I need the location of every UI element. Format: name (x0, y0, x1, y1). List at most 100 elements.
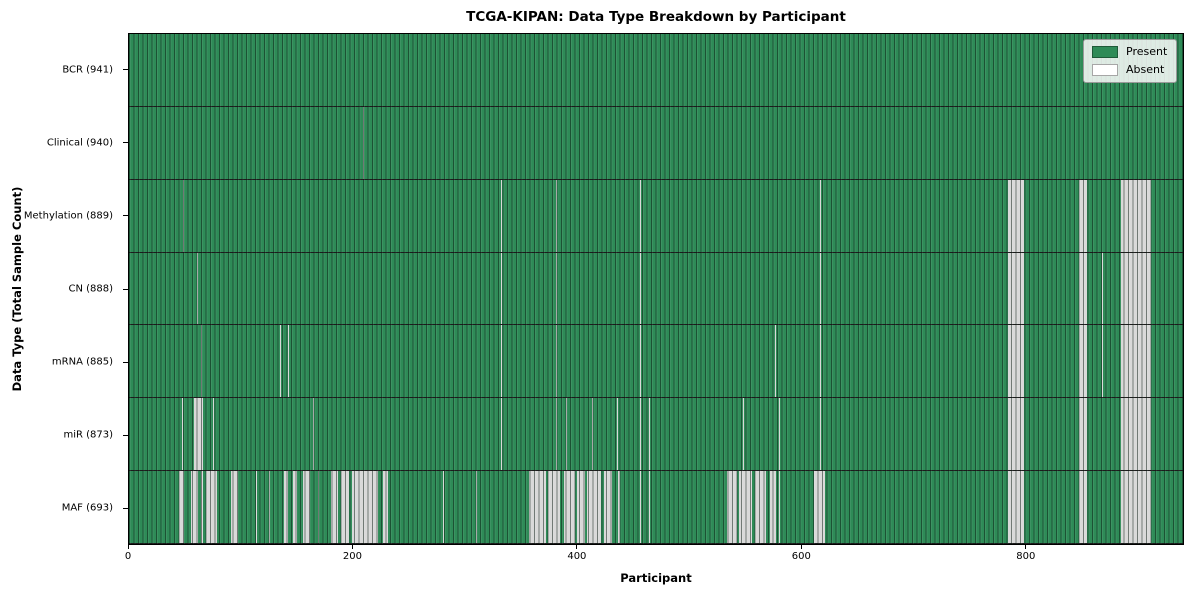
absent-stripe (181, 398, 183, 471)
absent-stripe (1102, 252, 1104, 325)
absent-stripe (820, 325, 822, 398)
y-tick-label-CN: CN (888) (68, 283, 113, 295)
y-tick-mark (123, 361, 128, 363)
y-axis-label: Data Type (Total Sample Count) (10, 186, 24, 392)
absent-stripe (820, 252, 822, 325)
absent-stripe (200, 471, 203, 543)
absent-stripe (639, 179, 641, 252)
absent-stripe (1008, 398, 1024, 471)
absent-stripe (778, 398, 780, 471)
absent-stripe (555, 252, 557, 325)
absent-stripe (587, 471, 601, 543)
absent-stripe (1078, 471, 1087, 543)
absent-stripe (547, 471, 561, 543)
absent-stripe (230, 471, 238, 543)
heatmap-row-CN (129, 252, 1183, 326)
absent-stripe (1121, 179, 1151, 252)
y-tick-mark (123, 69, 128, 71)
absent-stripe (617, 398, 619, 471)
absent-stripe (288, 325, 290, 398)
absent-stripe (383, 471, 388, 543)
absent-stripe (648, 471, 650, 543)
absent-stripe (312, 398, 314, 471)
x-tick-label: 0 (124, 551, 132, 562)
y-tick-label-Clinical: Clinical (940) (46, 137, 113, 149)
absent-stripe (269, 471, 271, 543)
absent-stripe (1102, 325, 1104, 398)
absent-stripe (639, 471, 641, 543)
heatmap-row-mRNA (129, 325, 1183, 399)
x-tick-mark (576, 545, 578, 549)
absent-stripe (563, 471, 575, 543)
x-tick-mark (1025, 545, 1027, 549)
absent-stripe (769, 471, 777, 543)
absent-stripe (648, 398, 650, 471)
legend-entry-present: Present (1092, 46, 1168, 58)
absent-stripe (213, 398, 215, 471)
chart-title: TCGA-KIPAN: Data Type Breakdown by Parti… (466, 9, 846, 25)
absent-stripe (555, 179, 557, 252)
absent-stripe (591, 398, 593, 471)
absent-stripe (603, 471, 612, 543)
absent-stripe (639, 398, 641, 471)
absent-stripe (639, 252, 641, 325)
absent-stripe (500, 252, 502, 325)
legend-entry-absent: Absent (1092, 64, 1168, 76)
absent-stripe (190, 471, 199, 543)
absent-stripe (255, 471, 257, 543)
x-tick-label: 200 (342, 551, 362, 562)
absent-stripe (775, 325, 777, 398)
absent-stripe (1078, 179, 1087, 252)
absent-stripe (820, 398, 822, 471)
heatmap-row-MAF (129, 471, 1183, 544)
absent-stripe (340, 471, 349, 543)
absent-stripe (778, 471, 780, 543)
absent-stripe (618, 471, 620, 543)
y-tick-label-mRNA: mRNA (885) (51, 356, 113, 368)
absent-swatch-icon (1092, 64, 1118, 76)
absent-stripe (1008, 325, 1024, 398)
absent-stripe (500, 179, 502, 252)
absent-stripe (727, 471, 738, 543)
x-tick-label: 800 (1016, 551, 1036, 562)
y-tick-label-MAF: MAF (693) (61, 502, 113, 514)
legend-label-absent: Absent (1126, 63, 1165, 76)
absent-stripe (1121, 252, 1151, 325)
y-tick-mark (123, 288, 128, 290)
heatmap-row-miR (129, 398, 1183, 472)
y-tick-label-Methylation: Methylation (889) (23, 210, 113, 222)
absent-stripe (814, 471, 825, 543)
heatmap-plot (128, 33, 1184, 545)
x-tick-mark (127, 545, 129, 549)
absent-stripe (555, 398, 557, 471)
absent-stripe (363, 106, 365, 179)
absent-stripe (1121, 471, 1151, 543)
legend-label-present: Present (1126, 45, 1168, 58)
y-tick-label-BCR: BCR (941) (62, 64, 113, 76)
y-tick-mark (123, 215, 128, 217)
absent-stripe (555, 325, 557, 398)
x-tick-mark (800, 545, 802, 549)
absent-stripe (1008, 179, 1024, 252)
absent-stripe (283, 471, 289, 543)
absent-stripe (500, 398, 502, 471)
y-tick-mark (123, 507, 128, 509)
absent-stripe (1078, 325, 1087, 398)
absent-stripe (1008, 471, 1024, 543)
y-tick-label-miR: miR (873) (63, 429, 113, 441)
absent-stripe (1078, 398, 1087, 471)
absent-stripe (820, 179, 822, 252)
x-tick-label: 600 (791, 551, 811, 562)
absent-stripe (565, 398, 567, 471)
absent-stripe (206, 471, 218, 543)
absent-stripe (577, 471, 585, 543)
absent-stripe (528, 471, 546, 543)
absent-stripe (739, 471, 752, 543)
absent-stripe (1121, 325, 1151, 398)
absent-stripe (302, 471, 311, 543)
x-tick-mark (351, 545, 353, 549)
present-swatch-icon (1092, 46, 1118, 58)
heatmap-row-Clinical (129, 106, 1183, 180)
absent-stripe (200, 325, 202, 398)
